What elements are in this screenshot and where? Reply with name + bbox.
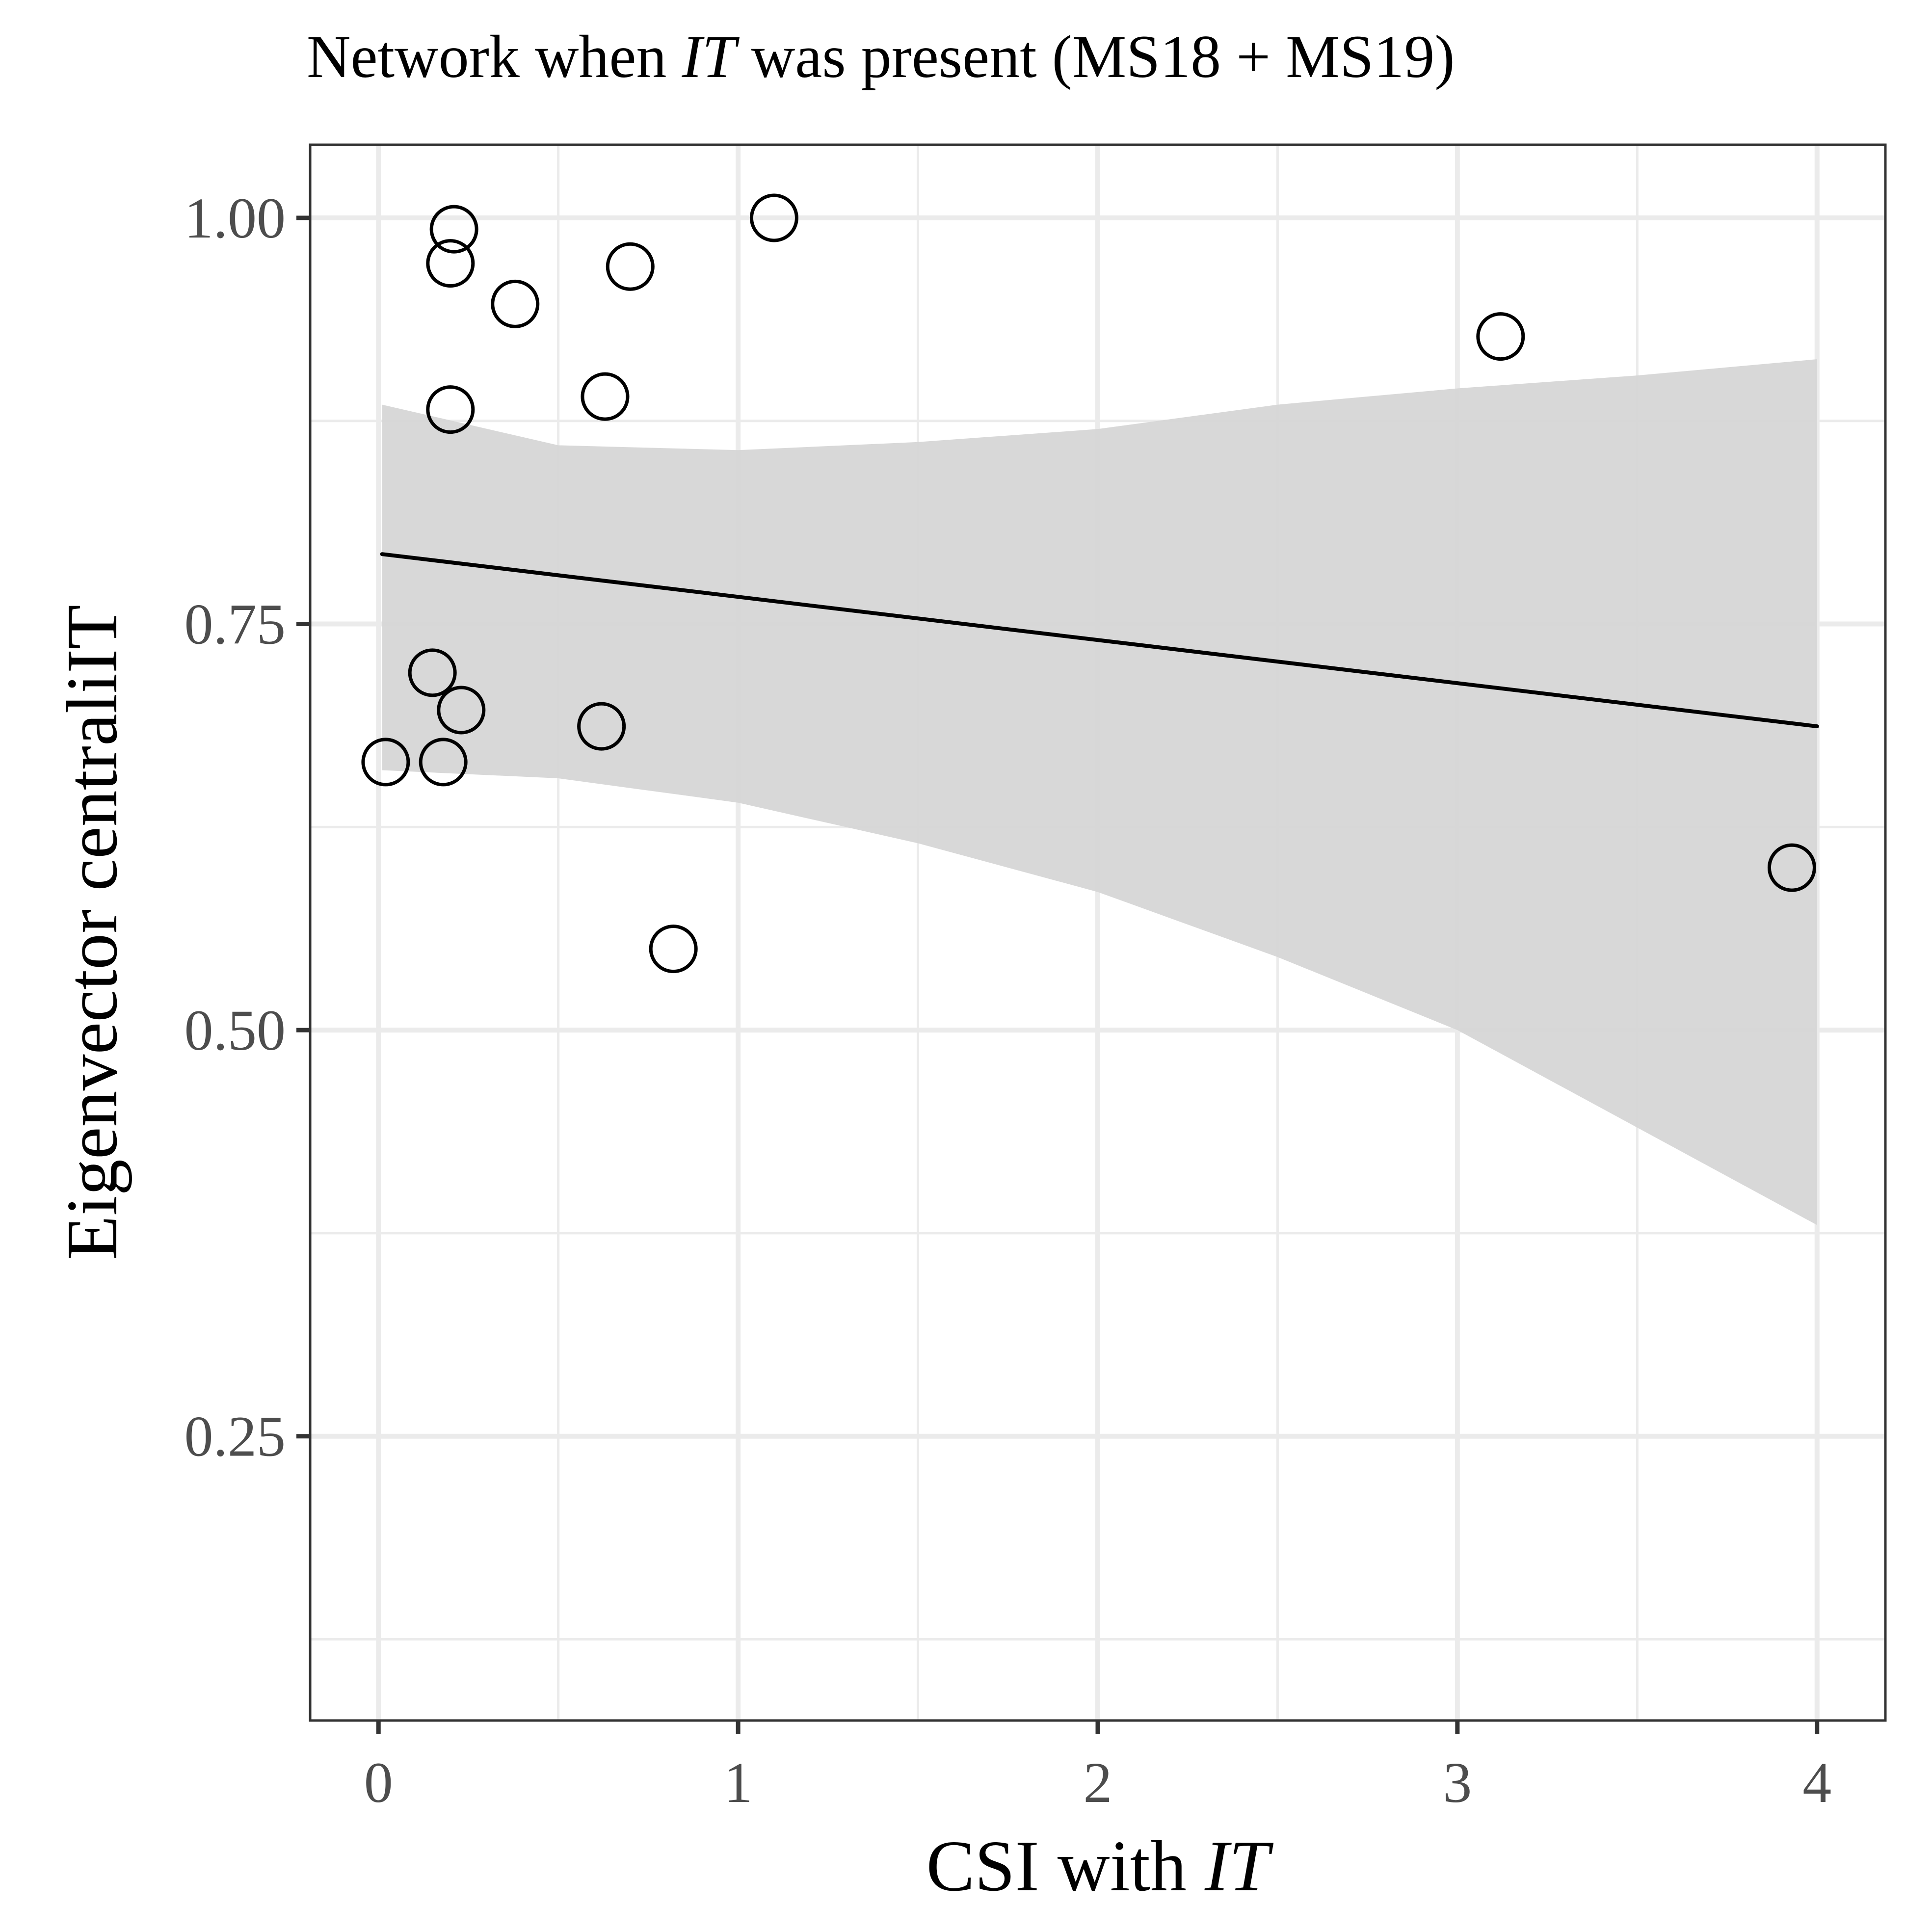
data-point [437, 686, 486, 735]
x-axis-title: CSI with IT [926, 1826, 1274, 1906]
data-point [491, 279, 540, 328]
data-point [577, 702, 626, 751]
data-point [1476, 312, 1525, 361]
y-tick-label: 0.25 [185, 1404, 286, 1469]
chart-title-prefix: Network when [307, 23, 682, 90]
data-point [408, 648, 457, 697]
x-axis: 0 1 2 3 4 [364, 1720, 1831, 1815]
confidence-band [382, 359, 1817, 1225]
data-point [419, 738, 468, 787]
y-tick-label: 1.00 [185, 186, 286, 250]
trend-line [380, 552, 1819, 729]
x-tick-label: 1 [724, 1750, 753, 1815]
chart-title-suffix: was present (MS18 + MS19) [736, 23, 1455, 90]
chart-title-italic: IT [681, 23, 740, 90]
data-point [1767, 843, 1816, 892]
data-point [649, 925, 698, 974]
trend-line-layer [380, 552, 1819, 729]
confidence-band-layer [382, 359, 1817, 1225]
y-tick-label: 0.50 [185, 998, 286, 1062]
data-point [606, 242, 655, 291]
x-axis-title-italic: IT [1204, 1826, 1274, 1906]
x-axis-title-prefix: CSI with [926, 1826, 1204, 1906]
x-tick-label: 2 [1084, 1750, 1112, 1815]
data-points [361, 193, 1816, 974]
data-point [426, 385, 475, 434]
x-tick-label: 3 [1443, 1750, 1472, 1815]
y-axis: 0.25 0.50 0.75 1.00 [185, 186, 310, 1469]
y-axis-title: Eigenvector centraliIT [52, 605, 132, 1260]
data-point [749, 193, 798, 242]
data-point [429, 205, 478, 254]
x-tick-label: 0 [364, 1750, 393, 1815]
data-point [581, 372, 630, 421]
y-tick-label: 0.75 [185, 592, 286, 657]
data-point [361, 738, 410, 787]
chart-title: Network when IT was present (MS18 + MS19… [307, 23, 1455, 90]
data-point [426, 239, 475, 288]
x-tick-label: 4 [1802, 1750, 1831, 1815]
